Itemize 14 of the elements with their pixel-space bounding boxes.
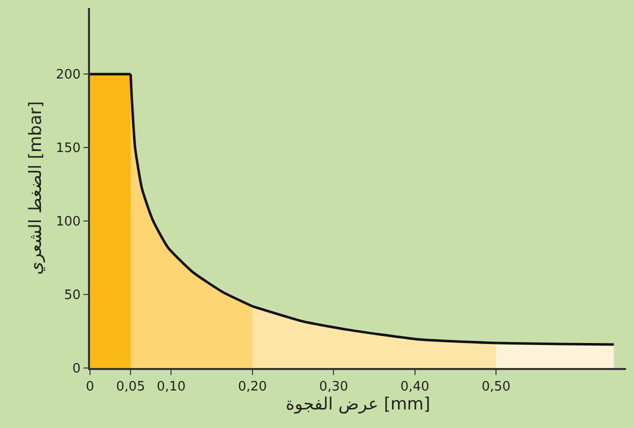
y-tick-label: 150	[56, 141, 81, 156]
y-tick-label: 200	[56, 68, 81, 83]
x-tick-label: 0,50	[482, 379, 511, 394]
x-axis-title: عرض الفجوة [mm]	[286, 394, 430, 414]
y-tick-label: 0	[72, 362, 81, 377]
x-tick-label: 0,30	[319, 379, 348, 394]
x-tick-label: 0,40	[400, 379, 430, 394]
x-tick-label: 0,05	[116, 379, 146, 394]
y-tick-label: 100	[56, 214, 81, 230]
y-axis-title: الضغط الشعري [mbar]	[26, 101, 46, 275]
x-tick-label: 0	[86, 379, 94, 394]
x-tick-label: 0,10	[156, 379, 186, 394]
y-tick-label: 50	[64, 288, 81, 304]
x-tick-label: 0,20	[238, 379, 267, 394]
